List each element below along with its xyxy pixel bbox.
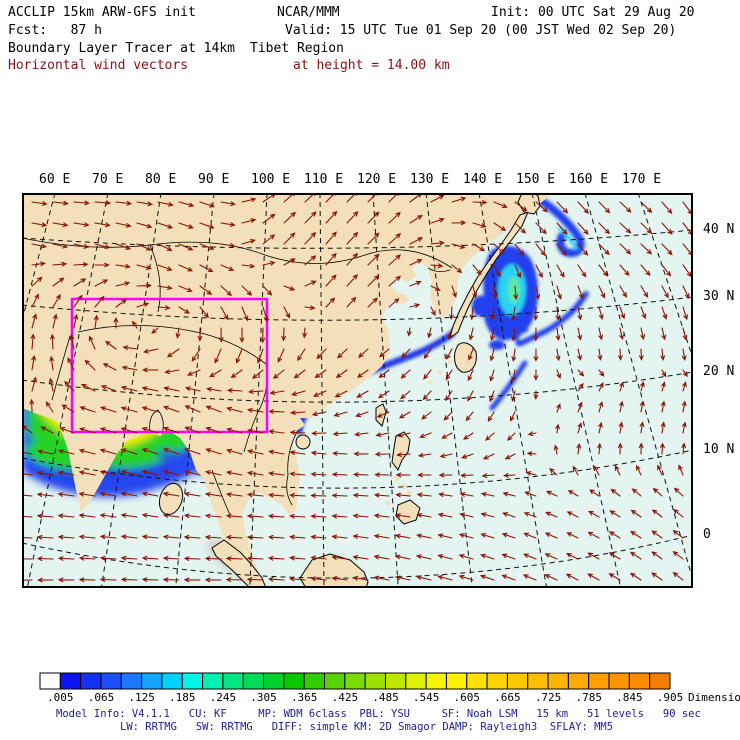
map-frame [22, 193, 693, 588]
overlay-height: at height = 14.00 km [293, 58, 450, 73]
colorbar-cell [466, 672, 488, 690]
model-info-line1: Model Info: V4.1.1 CU: KF MP: WDM 6class… [56, 708, 701, 720]
lon-tick-label: 60 E [39, 172, 71, 187]
lat-tick-label: 30 N [703, 289, 735, 304]
colorbar-cell [445, 672, 468, 690]
colorbar-cell [608, 672, 630, 690]
forecast-hour: Fcst: 87 h [8, 23, 102, 38]
title-org: NCAR/MMM [277, 5, 340, 20]
colorbar-cell [588, 672, 610, 690]
colorbar-cell [364, 672, 386, 690]
colorbar-cell [39, 672, 61, 690]
colorbar-tick-label: .785 [575, 691, 602, 704]
colorbar-cell [222, 672, 244, 690]
colorbar-tick-label: .065 [87, 691, 115, 704]
colorbar-cell [527, 672, 549, 690]
lon-tick-label: 160 E [569, 172, 609, 187]
colorbar-tick-label: .185 [169, 691, 196, 704]
lon-tick-label: 70 E [92, 172, 124, 187]
colorbar-tick-label: .245 [209, 691, 237, 704]
lon-tick-label: 110 E [304, 172, 344, 187]
init-time: Init: 00 UTC Sat 29 Aug 20 [491, 5, 695, 20]
colorbar-cell [384, 672, 407, 690]
colorbar-tick-label: .725 [534, 691, 562, 704]
colorbar-cell [649, 672, 671, 690]
colorbar-tick-label: .005 [47, 691, 74, 704]
colorbar-cell [506, 672, 529, 690]
lat-tick-label: 10 N [703, 442, 735, 457]
colorbar-tick-label: .305 [250, 691, 277, 704]
colorbar-tick-label: .125 [128, 691, 155, 704]
colorbar-swatches [39, 672, 671, 690]
lon-tick-label: 80 E [145, 172, 177, 187]
overlay-title: Horizontal wind vectors [8, 58, 189, 73]
colorbar-cell [344, 672, 366, 690]
lon-tick-label: 170 E [622, 172, 662, 187]
colorbar-cell [141, 672, 163, 690]
colorbar-cell [547, 672, 569, 690]
colorbar-cell [405, 672, 427, 690]
colorbar-cell [120, 672, 143, 690]
colorbar-cell [181, 672, 204, 690]
region-title: Tibet Region [250, 41, 344, 56]
colorbar-cell [303, 672, 326, 690]
colorbar-cell [242, 672, 265, 690]
colorbar-tick-label: .605 [453, 691, 481, 704]
colorbar-cell [425, 672, 447, 690]
lat-tick-label: 0 [703, 527, 711, 542]
wind-vectors [22, 193, 693, 583]
colorbar-cell [202, 672, 224, 690]
lon-tick-label: 90 E [198, 172, 230, 187]
colorbar-cell [263, 672, 285, 690]
colorbar-tick-label: .425 [331, 691, 359, 704]
colorbar-tick-label: .545 [412, 691, 440, 704]
colorbar-unit: Dimensionless [688, 691, 740, 704]
colorbar-cell [324, 672, 346, 690]
colorbar-cell [628, 672, 651, 690]
colorbar-tick-label: .665 [494, 691, 521, 704]
colorbar-tick-label: .845 [616, 691, 643, 704]
lon-tick-label: 150 E [516, 172, 556, 187]
field-title: Boundary Layer Tracer at 14km [8, 41, 235, 56]
colorbar-cell [161, 672, 183, 690]
title-model: ACCLIP 15km ARW-GFS init [8, 5, 196, 20]
lon-tick-label: 130 E [410, 172, 450, 187]
lon-tick-label: 140 E [463, 172, 503, 187]
lon-tick-label: 120 E [357, 172, 397, 187]
colorbar-cell [59, 672, 82, 690]
lat-tick-label: 20 N [703, 364, 735, 379]
colorbar-cell [283, 672, 305, 690]
colorbar-cell [80, 672, 102, 690]
colorbar-tick-label: .365 [290, 691, 318, 704]
lon-tick-label: 100 E [251, 172, 291, 187]
colorbar-tick-label: .905 [656, 691, 684, 704]
colorbar-cell [486, 672, 508, 690]
lat-tick-label: 40 N [703, 222, 735, 237]
colorbar-cell [567, 672, 590, 690]
plume-sw-tail [22, 438, 205, 497]
valid-time: Valid: 15 UTC Tue 01 Sep 20 (00 JST Wed … [285, 23, 677, 38]
map-figure [22, 193, 693, 588]
colorbar-cell [100, 672, 122, 690]
model-info-line2: LW: RRTMG SW: RRTMG DIFF: simple KM: 2D … [120, 721, 614, 733]
colorbar-tick-label: .485 [372, 691, 399, 704]
